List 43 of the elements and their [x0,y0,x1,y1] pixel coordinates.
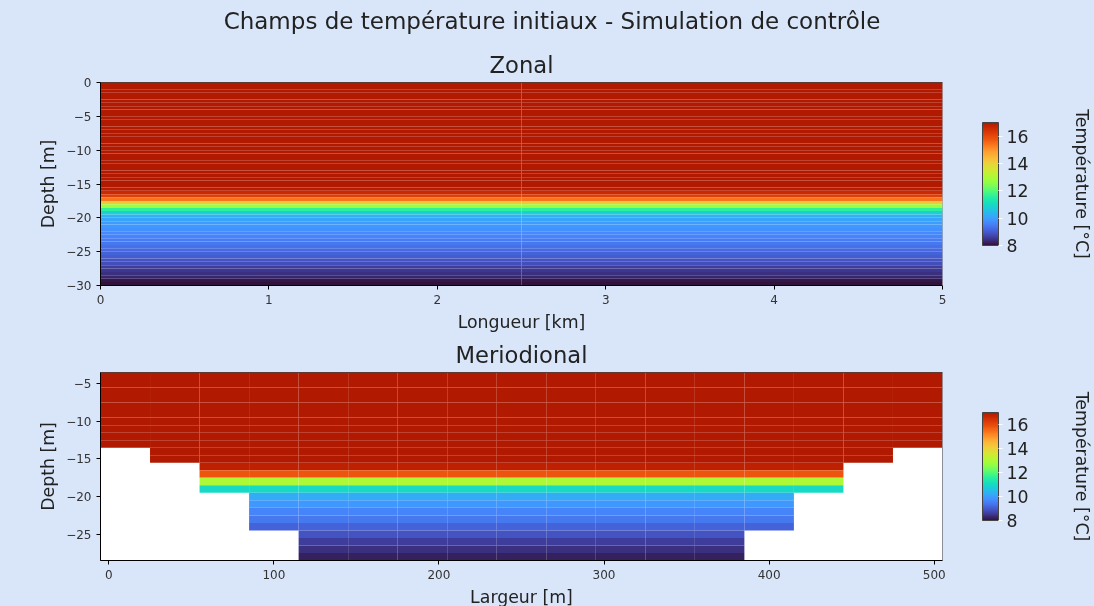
x-tick-label: 400 [757,567,781,582]
y-tick-label: −15 [66,452,92,467]
y-tick-label: −15 [66,177,92,192]
y-tick-label: −25 [66,245,92,260]
x-tick-label: 2 [433,292,442,307]
chart-subtitle: Zonal [489,51,554,78]
x-tick-label: 0 [104,567,113,582]
x-tick-label: 3 [601,292,610,307]
x-axis-title: Largeur [m] [470,586,573,606]
y-tick-label: −20 [66,490,92,505]
color-bar-label: 8 [1006,511,1018,531]
y-tick-label: −10 [66,143,92,158]
x-tick-label: 5 [938,292,947,307]
y-axis-title: Depth [m] [38,139,59,229]
color-bar-label: 16 [1006,126,1029,147]
color-bar-label: 12 [1006,181,1029,202]
color-bar-title: Température [°C] [1071,108,1092,259]
color-bar-label: 10 [1006,208,1029,229]
y-tick-label: −30 [66,279,92,293]
x-axis-title: Longueur [km] [457,311,586,332]
color-bar-label: 8 [1006,236,1018,256]
y-tick-label: −20 [66,211,92,226]
x-tick-label: 500 [922,567,946,582]
y-tick-label: −5 [73,109,92,124]
x-tick-label: 4 [770,292,778,307]
color-bar-title: Température [°C] [1071,390,1092,542]
x-tick-label: 300 [592,567,616,582]
x-tick-label: 100 [262,567,286,582]
x-tick-label: 0 [96,292,105,307]
x-tick-label: 200 [427,567,451,582]
color-bar-label: 14 [1006,439,1029,459]
color-bar-label: 10 [1006,487,1029,507]
y-tick-label: 0 [83,76,92,90]
chart-subtitle: Meriodional [455,341,588,368]
color-bar-label: 14 [1006,154,1029,174]
color-bar-label: 16 [1006,415,1029,435]
x-tick-label: 1 [265,292,273,307]
color-bar-label: 12 [1006,463,1029,483]
y-tick-label: −25 [66,527,92,542]
y-tick-label: −10 [66,414,92,429]
y-axis-title: Depth [m] [38,422,59,511]
chart-title: Champs de température initiaux - Simulation de contrôle [223,7,881,36]
y-tick-label: −5 [73,377,92,392]
